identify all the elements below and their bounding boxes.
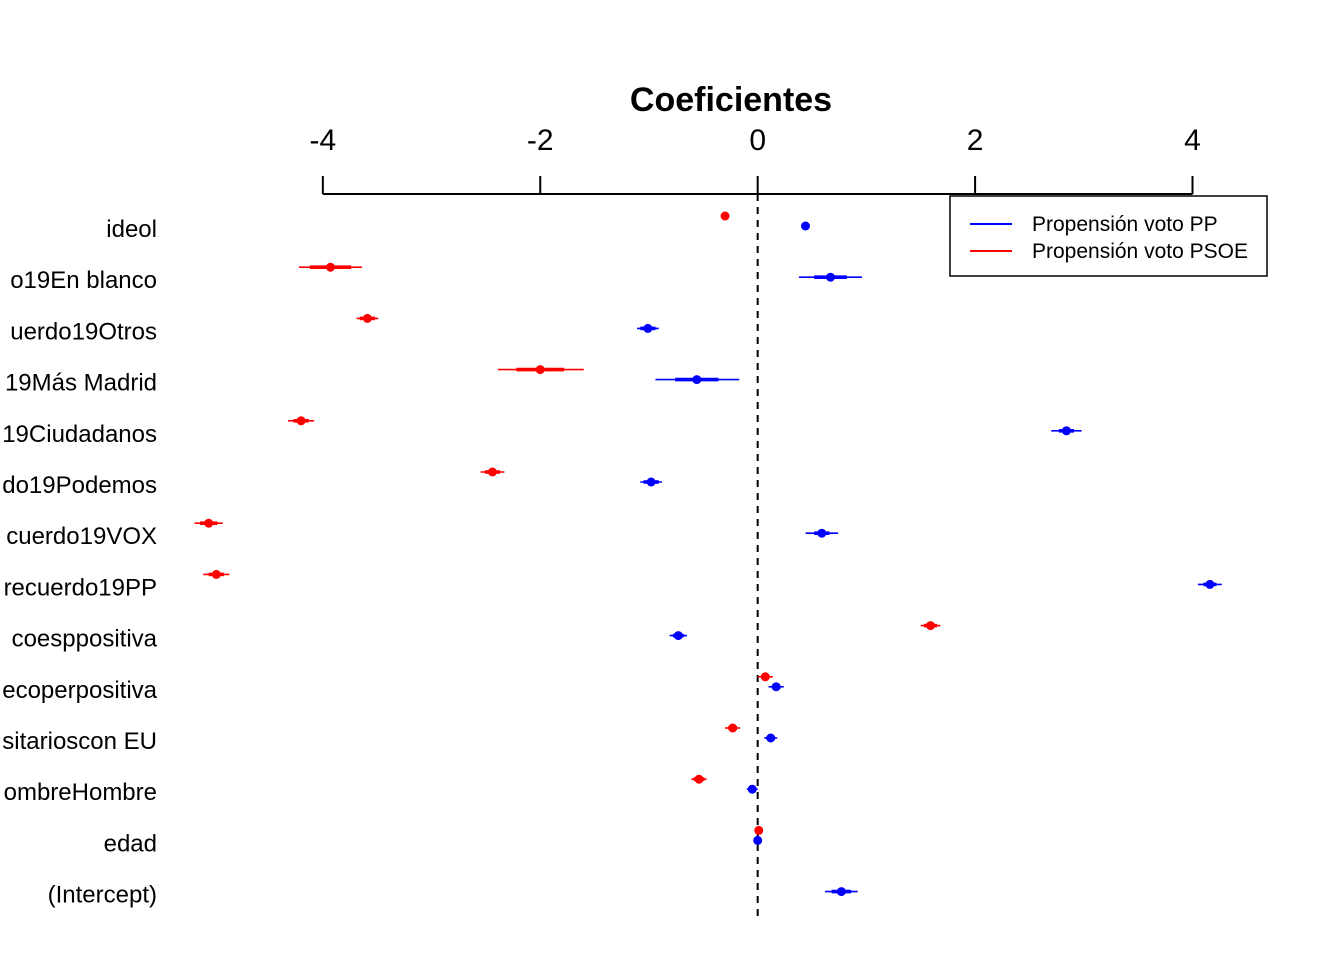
estimate-point-pp: [753, 835, 763, 845]
estimate-point-psoe: [760, 672, 770, 682]
x-axis: -4 -2 0 2 4: [309, 124, 1201, 195]
coefficient-label: ecoperpositiva: [2, 677, 157, 704]
coefficient-label: ombreHombre: [4, 779, 157, 806]
estimate-point-pp: [692, 375, 702, 385]
estimate-point-psoe: [211, 569, 221, 579]
estimate-point-pp: [673, 631, 683, 641]
estimate-point-pp: [771, 682, 781, 692]
coefficient-label: 19Ciudadanos: [2, 421, 157, 448]
coefficient-label: o19En blanco: [10, 267, 157, 294]
coefficient-label: cuerdo19VOX: [6, 523, 157, 550]
estimate-point-psoe: [325, 262, 335, 272]
estimate-point-psoe: [694, 774, 704, 784]
estimate-point-pp: [801, 221, 811, 231]
coefficient-label: (Intercept): [48, 882, 157, 909]
estimate-point-psoe: [535, 365, 545, 375]
coefficient-marks: [194, 211, 1222, 897]
estimate-point-psoe: [926, 621, 936, 631]
estimate-point-pp: [747, 784, 757, 794]
estimate-point-psoe: [720, 211, 730, 221]
estimate-point-pp: [766, 733, 776, 743]
chart-title: Coeficientes: [630, 81, 832, 119]
estimate-point-pp: [1205, 579, 1215, 589]
estimate-point-psoe: [296, 416, 306, 426]
legend: Propensión voto PP Propensión voto PSOE: [949, 195, 1268, 277]
x-tick-label: -2: [527, 124, 554, 157]
estimate-point-psoe: [204, 518, 214, 528]
coefficient-label: edad: [104, 830, 157, 857]
coefficient-label: coesppositiva: [12, 626, 158, 653]
coefficient-labels: ideol o19En blanco uerdo19Otros 19Más Madri…: [2, 216, 157, 909]
legend-label-psoe: Propensión voto PSOE: [1032, 240, 1248, 263]
estimate-point-psoe: [362, 313, 372, 323]
coefficient-label: do19Podemos: [2, 472, 157, 499]
x-tick-label: -4: [309, 124, 336, 157]
x-tick-label: 2: [967, 124, 984, 157]
x-tick-label: 4: [1184, 124, 1201, 157]
legend-box: [949, 195, 1268, 277]
estimate-point-pp: [826, 272, 836, 282]
x-tick-label: 0: [749, 124, 766, 157]
coefficient-label: ideol: [106, 216, 157, 243]
legend-label-pp: Propensión voto PP: [1032, 213, 1218, 236]
estimate-point-pp: [646, 477, 656, 487]
estimate-point-pp: [817, 528, 827, 538]
coefficient-label: recuerdo19PP: [4, 574, 157, 601]
estimate-point-psoe: [728, 723, 738, 733]
estimate-point-psoe: [487, 467, 497, 477]
estimate-point-pp: [643, 323, 653, 333]
coefficient-label: uerdo19Otros: [10, 318, 157, 345]
estimate-point-psoe: [754, 825, 764, 835]
estimate-point-pp: [1061, 426, 1071, 436]
coefficient-label: sitarioscon EU: [2, 728, 157, 755]
estimate-point-pp: [836, 887, 846, 897]
coefficient-label: 19Más Madrid: [5, 370, 157, 397]
